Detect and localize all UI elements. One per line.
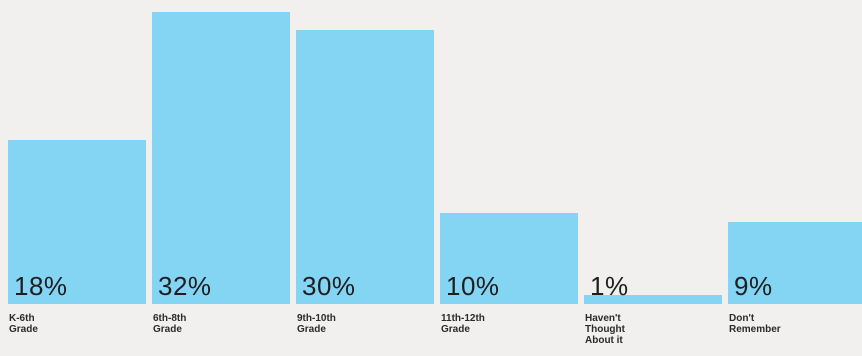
bar <box>728 221 862 304</box>
value-label: 30% <box>302 271 356 301</box>
bar <box>440 212 578 304</box>
category-label: 6th-8th Grade <box>153 313 187 335</box>
bar <box>296 30 434 304</box>
category-label: K-6th Grade <box>9 313 38 335</box>
category-label: 9th-10th Grade <box>297 313 336 335</box>
bar <box>584 294 722 304</box>
value-label: 18% <box>14 271 68 301</box>
value-label: 32% <box>158 271 212 301</box>
value-label: 1% <box>590 271 629 301</box>
value-label: 10% <box>446 271 500 301</box>
category-label: Don't Remember <box>729 313 781 335</box>
value-label: 9% <box>734 271 773 301</box>
bar <box>152 12 290 304</box>
category-label: 11th-12th Grade <box>441 313 485 335</box>
category-label: Haven't Thought About it <box>585 313 625 346</box>
bar <box>8 139 146 304</box>
